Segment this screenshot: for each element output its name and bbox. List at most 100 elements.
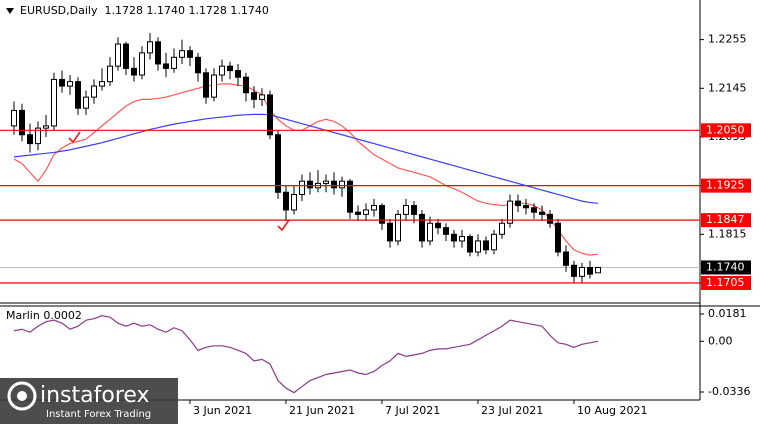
level-label-bg <box>701 213 751 228</box>
candle-body <box>259 94 265 100</box>
candle-body <box>331 180 337 189</box>
x-tick-label: 10 Aug 2021 <box>577 404 647 417</box>
menu-triangle <box>6 8 14 14</box>
watermark: instaforex Instant Forex Trading <box>0 378 178 424</box>
candle-body <box>283 191 289 211</box>
candle-body <box>291 193 297 211</box>
level-label: 1.2050 <box>706 123 745 136</box>
candle-body <box>171 56 177 69</box>
indicator-line <box>13 315 599 394</box>
candle-body <box>75 81 81 109</box>
candle-body <box>299 180 305 195</box>
candle-body <box>11 109 17 127</box>
candle-body <box>35 127 41 145</box>
candle-body <box>107 65 113 83</box>
candle-body <box>163 63 169 69</box>
last-price-bg <box>701 260 751 275</box>
watermark-logo <box>17 391 27 401</box>
y-tick-label: 0.00 <box>708 334 733 347</box>
y-tick-label: 1.2255 <box>708 33 747 46</box>
y-tick-label: 0.0181 <box>708 307 747 320</box>
candle-body <box>155 41 161 65</box>
candle-body <box>347 180 353 213</box>
candle-body <box>115 43 121 67</box>
candle-body <box>523 205 529 209</box>
candle-body <box>563 251 569 266</box>
candle-body <box>147 41 153 54</box>
level-label: 1.1705 <box>706 276 745 289</box>
check-annotation <box>68 131 81 144</box>
candle-body <box>427 222 433 242</box>
candle-body <box>435 222 441 229</box>
candle-body <box>339 180 345 189</box>
last-price-label: 1.1740 <box>706 260 745 273</box>
candle-body <box>219 65 225 76</box>
candle-body <box>491 233 497 251</box>
candle-body <box>571 264 577 277</box>
candle-body <box>179 50 185 58</box>
candle-body <box>499 222 505 235</box>
candle-body <box>51 78 57 127</box>
candle-body <box>243 76 249 94</box>
candle-body <box>459 236 465 242</box>
candle-body <box>91 85 97 98</box>
candle-body <box>139 52 145 76</box>
x-tick-label: 21 Jun 2021 <box>289 404 355 417</box>
x-tick-label: 7 Jul 2021 <box>385 404 440 417</box>
moving-average <box>13 113 599 204</box>
candle-body <box>83 96 89 109</box>
candle-body <box>211 74 217 98</box>
candle-body <box>43 125 49 129</box>
candle-body <box>595 266 601 274</box>
candle-body <box>515 200 521 207</box>
candle-body <box>27 134 33 145</box>
candle-body <box>443 227 449 235</box>
level-label-bg <box>701 275 751 290</box>
y-tick-label: 1.2145 <box>708 81 747 94</box>
moving-average <box>13 83 599 256</box>
candle-body <box>531 207 537 213</box>
watermark-tagline: Instant Forex Trading <box>46 409 151 420</box>
candle-body <box>555 222 561 253</box>
candle-body <box>363 209 369 215</box>
candle-body <box>419 213 425 242</box>
candle-body <box>355 211 361 215</box>
chart-title: EURUSD,Daily 1.1728 1.1740 1.1728 1.1740 <box>20 4 269 17</box>
candle-body <box>187 50 193 58</box>
candle-body <box>395 213 401 242</box>
candle-body <box>203 72 209 98</box>
y-tick-label: -0.0336 <box>708 385 750 398</box>
watermark-logo <box>7 381 37 411</box>
candle-body <box>275 134 281 193</box>
candle-body <box>131 67 137 76</box>
y-tick-label: 1.1815 <box>708 227 747 240</box>
candle-body <box>539 211 545 215</box>
level-label: 1.1847 <box>706 213 745 226</box>
watermark-brand: instaforex <box>40 383 150 408</box>
x-tick-label: 23 Jul 2021 <box>481 404 543 417</box>
candle-body <box>235 70 241 78</box>
x-tick-label: 3 Jun 2021 <box>193 404 252 417</box>
candle-body <box>251 92 257 100</box>
candle-body <box>387 222 393 242</box>
candle-body <box>403 205 409 215</box>
candle-body <box>483 240 489 251</box>
candle-body <box>451 233 457 242</box>
candle-body <box>579 266 585 277</box>
level-label-bg <box>701 178 751 193</box>
candle-body <box>67 81 73 87</box>
candle-body <box>99 81 105 87</box>
candle-body <box>267 94 273 136</box>
candle-body <box>307 180 313 189</box>
candle-body <box>59 78 65 87</box>
candle-body <box>123 43 129 69</box>
candle-body <box>19 109 25 136</box>
candle-body <box>227 65 233 72</box>
level-label-bg <box>701 123 751 138</box>
candle-body <box>195 56 201 74</box>
candle-body <box>323 180 329 184</box>
candle-body <box>507 200 513 224</box>
candle-body <box>379 205 385 224</box>
